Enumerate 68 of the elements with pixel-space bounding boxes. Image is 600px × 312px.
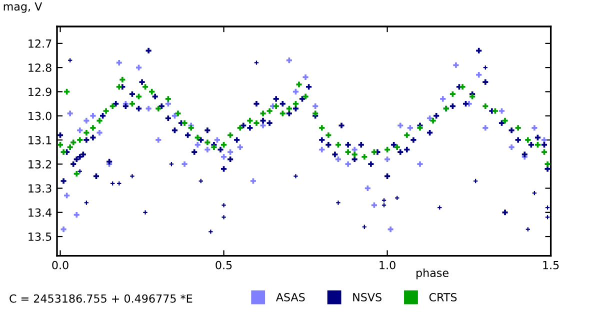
point xyxy=(293,174,298,179)
point xyxy=(544,214,550,220)
point xyxy=(541,137,548,143)
x-tick-label: 1.0 xyxy=(380,260,396,270)
y-tick-label: 13.0 xyxy=(28,112,52,120)
point xyxy=(352,146,358,152)
x-tick-label: 1.5 xyxy=(543,261,559,270)
point xyxy=(156,137,162,143)
point xyxy=(182,161,188,167)
point xyxy=(90,113,96,119)
point xyxy=(417,161,423,167)
point xyxy=(136,64,142,70)
point xyxy=(116,60,122,66)
point xyxy=(388,226,394,232)
point xyxy=(204,146,210,152)
legend-label: CRTS xyxy=(429,293,457,302)
point xyxy=(302,74,308,80)
x-axis-title: phase xyxy=(416,268,448,280)
point xyxy=(453,62,459,68)
point xyxy=(250,178,256,184)
point xyxy=(371,202,377,208)
legend-label: ASAS xyxy=(276,293,305,302)
y-tick-label: 12.9 xyxy=(28,88,52,96)
legend-label: NSVS xyxy=(353,293,382,302)
point xyxy=(398,122,404,128)
point xyxy=(508,144,514,150)
point xyxy=(407,125,413,131)
point xyxy=(221,214,226,220)
point xyxy=(482,125,488,131)
y-tick-label: 12.8 xyxy=(28,64,52,72)
point xyxy=(228,149,234,155)
y-tick-label: 13.2 xyxy=(28,160,52,168)
point xyxy=(532,125,538,131)
point xyxy=(498,108,505,114)
point xyxy=(130,174,135,179)
point xyxy=(221,154,227,160)
point xyxy=(84,200,90,206)
y-tick-label: 13.4 xyxy=(28,208,52,217)
point xyxy=(77,128,83,134)
point xyxy=(221,202,226,208)
y-tick-label: 13.3 xyxy=(28,184,52,193)
point xyxy=(254,60,260,66)
point xyxy=(208,229,214,234)
x-tick-label: 0.5 xyxy=(216,260,232,270)
point xyxy=(194,142,200,148)
point xyxy=(260,122,266,128)
y-axis-title: mag, V xyxy=(4,2,42,13)
y-tick-label: 13.1 xyxy=(28,136,52,144)
point xyxy=(96,130,102,136)
point xyxy=(67,110,73,116)
point xyxy=(214,137,220,143)
point xyxy=(319,146,325,152)
point xyxy=(84,118,90,124)
x-tick-label: 0.0 xyxy=(52,260,68,270)
point xyxy=(60,226,66,232)
y-tick-label: 13.5 xyxy=(28,232,52,241)
point xyxy=(237,144,243,150)
point xyxy=(364,185,370,192)
point xyxy=(440,96,446,102)
point xyxy=(146,106,152,112)
y-tick-label: 12.7 xyxy=(28,39,52,48)
point xyxy=(64,192,70,198)
point xyxy=(345,161,351,167)
point xyxy=(74,212,80,218)
text: C = 2453186.755 + 0.496775 *E xyxy=(10,294,192,303)
point xyxy=(336,200,341,206)
point xyxy=(476,72,482,78)
point xyxy=(312,103,318,109)
